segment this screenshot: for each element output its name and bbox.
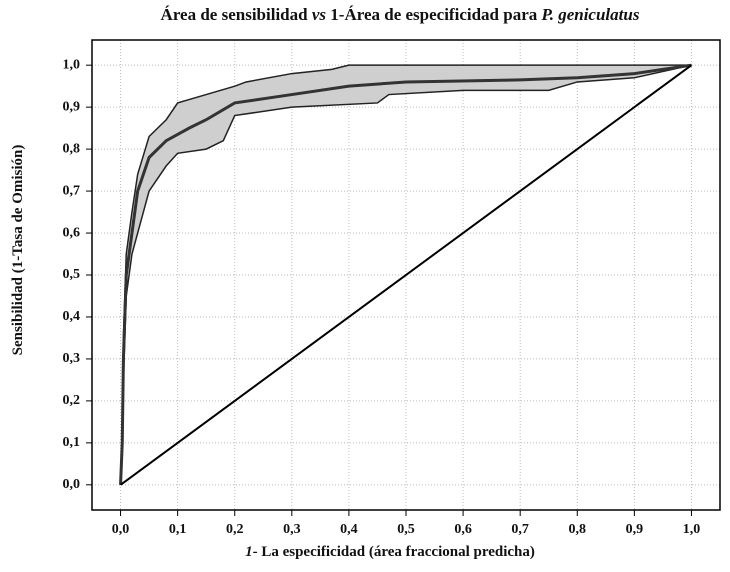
title-part: Área de sensibilidad <box>161 5 312 24</box>
x-tick-label: 0,1 <box>169 522 187 537</box>
y-tick-label: 0,3 <box>63 351 81 366</box>
x-tick-label: 0,0 <box>112 522 130 537</box>
x-tick-label: 0,2 <box>226 522 244 537</box>
y-tick-label: 0,5 <box>63 267 81 282</box>
y-axis-label: Sensibilidad (1-Tasa de Omisión) <box>10 145 26 356</box>
x-tick-label: 0,7 <box>511 522 529 537</box>
x-axis-label: 1- La especificidad (área fraccional pre… <box>245 544 535 560</box>
y-tick-label: 0,9 <box>63 99 81 114</box>
x-tick-label: 0,8 <box>569 522 587 537</box>
title-part: P. geniculatus <box>541 5 640 24</box>
x-tick-label: 1,0 <box>683 522 701 537</box>
plot-frame <box>91 39 721 511</box>
mean-roc-line <box>119 63 692 485</box>
x-tick-label: 0,3 <box>283 522 301 537</box>
title-part: 1-Área de especificidad para <box>326 5 541 24</box>
x-label-part: - La especificidad (área fraccional pred… <box>253 544 535 560</box>
y-tick-label: 0,6 <box>63 225 81 240</box>
y-tick-label: 0,7 <box>63 183 81 198</box>
y-tick-label: 1,0 <box>63 57 81 72</box>
y-tick-label: 0,4 <box>63 309 81 324</box>
y-tick-label: 0,1 <box>63 435 81 450</box>
y-tick-label: 0,0 <box>63 477 81 492</box>
x-tick-label: 0,9 <box>626 522 644 537</box>
x-tick-label: 0,4 <box>340 522 358 537</box>
x-tick-label: 0,5 <box>397 522 415 537</box>
random-line <box>119 64 693 486</box>
title-part: vs <box>312 5 327 24</box>
x-tick-label: 0,6 <box>454 522 472 537</box>
y-tick-label: 0,8 <box>63 141 81 156</box>
y-tick-label: 0,2 <box>63 393 81 408</box>
confidence-band <box>119 64 692 485</box>
x-label-part: 1 <box>245 544 253 560</box>
chart-title: Área de sensibilidad vs 1-Área de especi… <box>161 5 640 24</box>
